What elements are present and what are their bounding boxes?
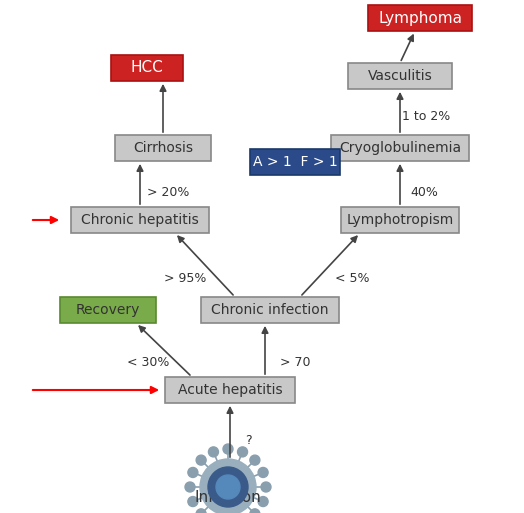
FancyBboxPatch shape bbox=[201, 297, 339, 323]
FancyBboxPatch shape bbox=[71, 207, 209, 233]
Circle shape bbox=[196, 509, 206, 513]
Circle shape bbox=[185, 482, 195, 492]
Text: Lymphoma: Lymphoma bbox=[378, 10, 462, 26]
Text: Recovery: Recovery bbox=[76, 303, 140, 317]
FancyBboxPatch shape bbox=[331, 135, 469, 161]
Text: ?: ? bbox=[245, 433, 252, 446]
Text: Chronic hepatitis: Chronic hepatitis bbox=[81, 213, 199, 227]
FancyBboxPatch shape bbox=[165, 377, 295, 403]
FancyBboxPatch shape bbox=[341, 207, 459, 233]
Text: 1 to 2%: 1 to 2% bbox=[402, 109, 450, 123]
Circle shape bbox=[223, 444, 233, 454]
Circle shape bbox=[250, 509, 260, 513]
Text: > 70: > 70 bbox=[280, 356, 310, 368]
Circle shape bbox=[188, 497, 198, 506]
Circle shape bbox=[208, 467, 248, 507]
Circle shape bbox=[196, 455, 206, 465]
Circle shape bbox=[250, 455, 260, 465]
Text: HCC: HCC bbox=[130, 61, 163, 75]
Text: Acute hepatitis: Acute hepatitis bbox=[178, 383, 282, 397]
Text: A > 1  F > 1: A > 1 F > 1 bbox=[253, 155, 337, 169]
Text: Lymphotropism: Lymphotropism bbox=[346, 213, 454, 227]
Circle shape bbox=[237, 447, 247, 457]
Text: Vasculitis: Vasculitis bbox=[368, 69, 432, 83]
Circle shape bbox=[188, 467, 198, 478]
FancyBboxPatch shape bbox=[368, 5, 472, 31]
Circle shape bbox=[200, 459, 256, 513]
Circle shape bbox=[261, 482, 271, 492]
Circle shape bbox=[258, 467, 268, 478]
Text: Cryoglobulinemia: Cryoglobulinemia bbox=[339, 141, 461, 155]
Text: > 20%: > 20% bbox=[147, 186, 189, 199]
Text: > 95%: > 95% bbox=[164, 271, 206, 285]
Text: < 30%: < 30% bbox=[127, 356, 169, 368]
Text: < 5%: < 5% bbox=[335, 271, 369, 285]
FancyBboxPatch shape bbox=[348, 63, 452, 89]
Text: 40%: 40% bbox=[410, 186, 438, 199]
FancyBboxPatch shape bbox=[115, 135, 211, 161]
FancyBboxPatch shape bbox=[250, 149, 340, 175]
Text: Infection: Infection bbox=[194, 490, 261, 505]
Text: Cirrhosis: Cirrhosis bbox=[133, 141, 193, 155]
FancyBboxPatch shape bbox=[111, 55, 183, 81]
Circle shape bbox=[258, 497, 268, 506]
Circle shape bbox=[209, 447, 219, 457]
Circle shape bbox=[216, 475, 240, 499]
FancyBboxPatch shape bbox=[60, 297, 156, 323]
Text: Chronic infection: Chronic infection bbox=[211, 303, 329, 317]
